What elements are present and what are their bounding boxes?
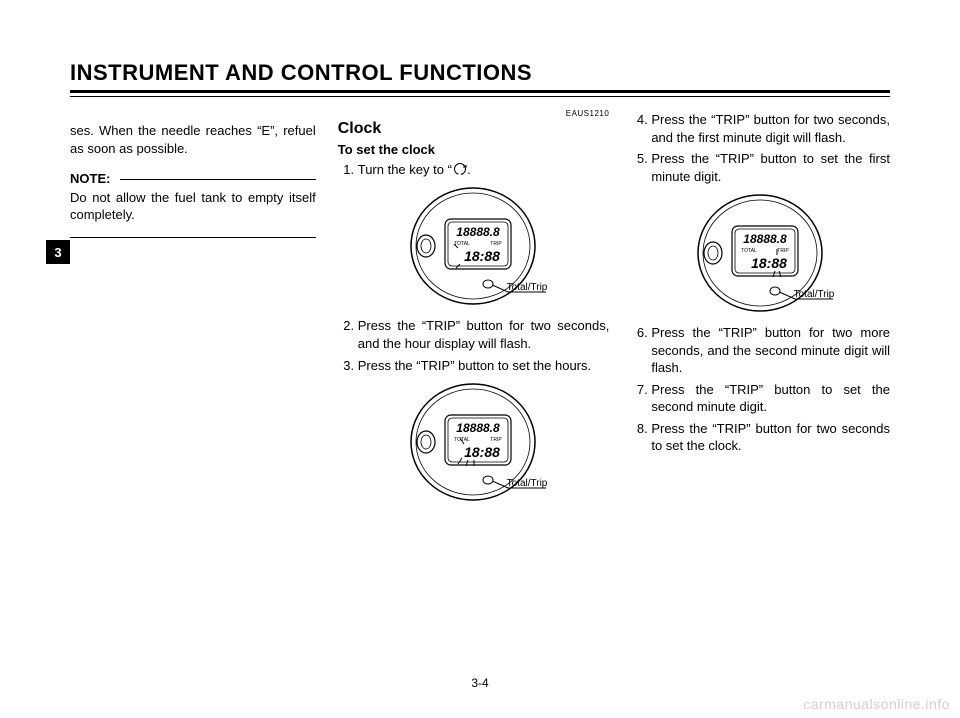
- lcd-trip-label: TRIP: [490, 241, 502, 247]
- column-1: ses. When the needle reaches “E”, refuel…: [70, 109, 316, 513]
- odometer-gauge-icon: 18888.8 TOTAL TRIP 18:88 Total/Trip: [683, 191, 838, 316]
- lcd-clock-digits: 18:88: [464, 248, 500, 264]
- gauge-figure-1: 18888.8 TOTAL TRIP 18:88 Total/Trip: [338, 184, 610, 309]
- clock-steps-2-3: Press the “TRIP” button for two seconds,…: [338, 317, 610, 374]
- lcd-top-digits: 18888.8: [456, 421, 500, 435]
- step-7: Press the “TRIP” button to set the secon…: [651, 381, 890, 416]
- clock-steps-1: Turn the key to “ ”.: [338, 161, 610, 179]
- step-8: Press the “TRIP” button for two seconds …: [651, 420, 890, 455]
- lcd-trip-label: TRIP: [490, 437, 502, 443]
- lcd-top-digits: 18888.8: [456, 225, 500, 239]
- lcd-trip-label: TRIP: [777, 248, 789, 254]
- note-label: NOTE:: [70, 170, 110, 188]
- page-number: 3-4: [0, 676, 960, 690]
- clock-steps-6-8: Press the “TRIP” button for two more sec…: [631, 324, 890, 455]
- note-underline: [120, 179, 316, 180]
- gauge-figure-2: 18888.8 TOTAL TRIP 18:88 Total/Trip: [338, 380, 610, 505]
- gauge-figure-3: 18888.8 TOTAL TRIP 18:88 Total/Trip: [631, 191, 890, 316]
- step-3: Press the “TRIP” button to set the hours…: [358, 357, 610, 375]
- lcd-clock-digits: 18:88: [751, 255, 787, 271]
- lcd-top-digits: 18888.8: [743, 232, 787, 246]
- step-1: Turn the key to “ ”.: [358, 161, 610, 179]
- fuel-continuation-text: ses. When the needle reaches “E”, refuel…: [70, 122, 316, 157]
- page-header: INSTRUMENT AND CONTROL FUNCTIONS: [70, 60, 890, 97]
- clock-steps-4-5: Press the “TRIP” button for two seconds,…: [631, 111, 890, 185]
- lcd-total-label: TOTAL: [741, 248, 757, 254]
- column-2: EAUS1210 Clock To set the clock Turn the…: [338, 109, 610, 513]
- step-4: Press the “TRIP” button for two seconds,…: [651, 111, 890, 146]
- note-block: NOTE:: [70, 170, 316, 189]
- manual-page: INSTRUMENT AND CONTROL FUNCTIONS 3 ses. …: [0, 0, 960, 718]
- page-title: INSTRUMENT AND CONTROL FUNCTIONS: [70, 60, 890, 86]
- gauge-button-label: Total/Trip: [794, 289, 835, 300]
- content-columns: ses. When the needle reaches “E”, refuel…: [70, 109, 890, 513]
- gauge-button-label: Total/Trip: [507, 478, 548, 489]
- step-2: Press the “TRIP” button for two seconds,…: [358, 317, 610, 352]
- watermark-text: carmanualsonline.info: [803, 696, 950, 712]
- header-rule: [70, 90, 890, 97]
- step-6: Press the “TRIP” button for two more sec…: [651, 324, 890, 377]
- odometer-gauge-icon: 18888.8 TOTAL TRIP 18:88 Total/Trip: [396, 380, 551, 505]
- clock-subhead: To set the clock: [338, 141, 610, 159]
- step-5: Press the “TRIP” button to set the first…: [651, 150, 890, 185]
- lcd-clock-digits: 18:88: [464, 444, 500, 460]
- column-3: Press the “TRIP” button for two seconds,…: [631, 109, 890, 513]
- note-end-rule: [70, 237, 316, 238]
- gauge-button-label: Total/Trip: [507, 282, 548, 293]
- clock-section-title: Clock: [338, 118, 610, 140]
- odometer-gauge-icon: 18888.8 TOTAL TRIP 18:88 Total/Trip: [396, 184, 551, 309]
- chapter-tab: 3: [46, 240, 70, 264]
- lcd-total-label: TOTAL: [454, 437, 470, 443]
- note-text: Do not allow the fuel tank to empty itse…: [70, 189, 316, 224]
